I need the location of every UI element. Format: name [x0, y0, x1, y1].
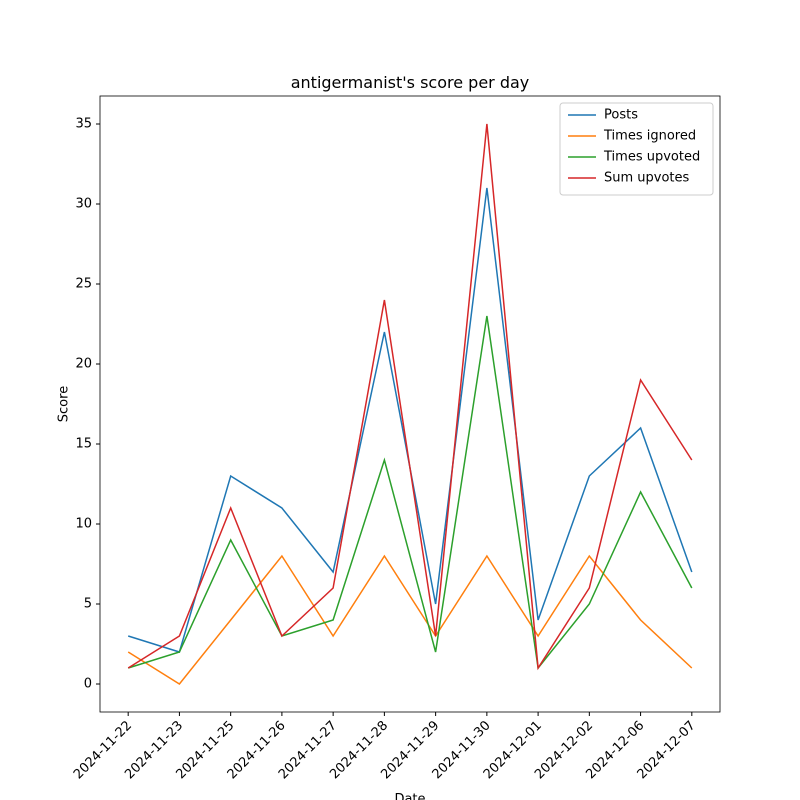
- y-tick-label: 25: [75, 277, 92, 292]
- y-tick-label: 30: [75, 197, 92, 212]
- legend-label: Times upvoted: [603, 150, 700, 165]
- plot-frame: [99, 95, 721, 713]
- chart-title: antigermanist's score per day: [291, 73, 530, 92]
- legend-label: Times ignored: [603, 129, 696, 144]
- legend-label: Posts: [604, 108, 638, 123]
- y-tick-label: 35: [75, 117, 92, 132]
- x-axis-label: Date: [394, 792, 425, 800]
- legend-label: Sum upvotes: [604, 171, 690, 186]
- legend: Posts Times ignored Times upvoted Sum upvot…: [559, 102, 714, 196]
- legend-box: [559, 102, 714, 196]
- y-tick-label: 15: [75, 437, 92, 452]
- line-series: [127, 123, 693, 671]
- y-tick-label: 0: [84, 677, 92, 692]
- y-tick-label: 10: [75, 517, 92, 532]
- y-tick-label: 20: [75, 357, 92, 372]
- line-series: [127, 554, 693, 685]
- y-tick-label: 5: [84, 597, 92, 612]
- line-series: [127, 315, 693, 670]
- y-axis-label: Score: [57, 386, 72, 422]
